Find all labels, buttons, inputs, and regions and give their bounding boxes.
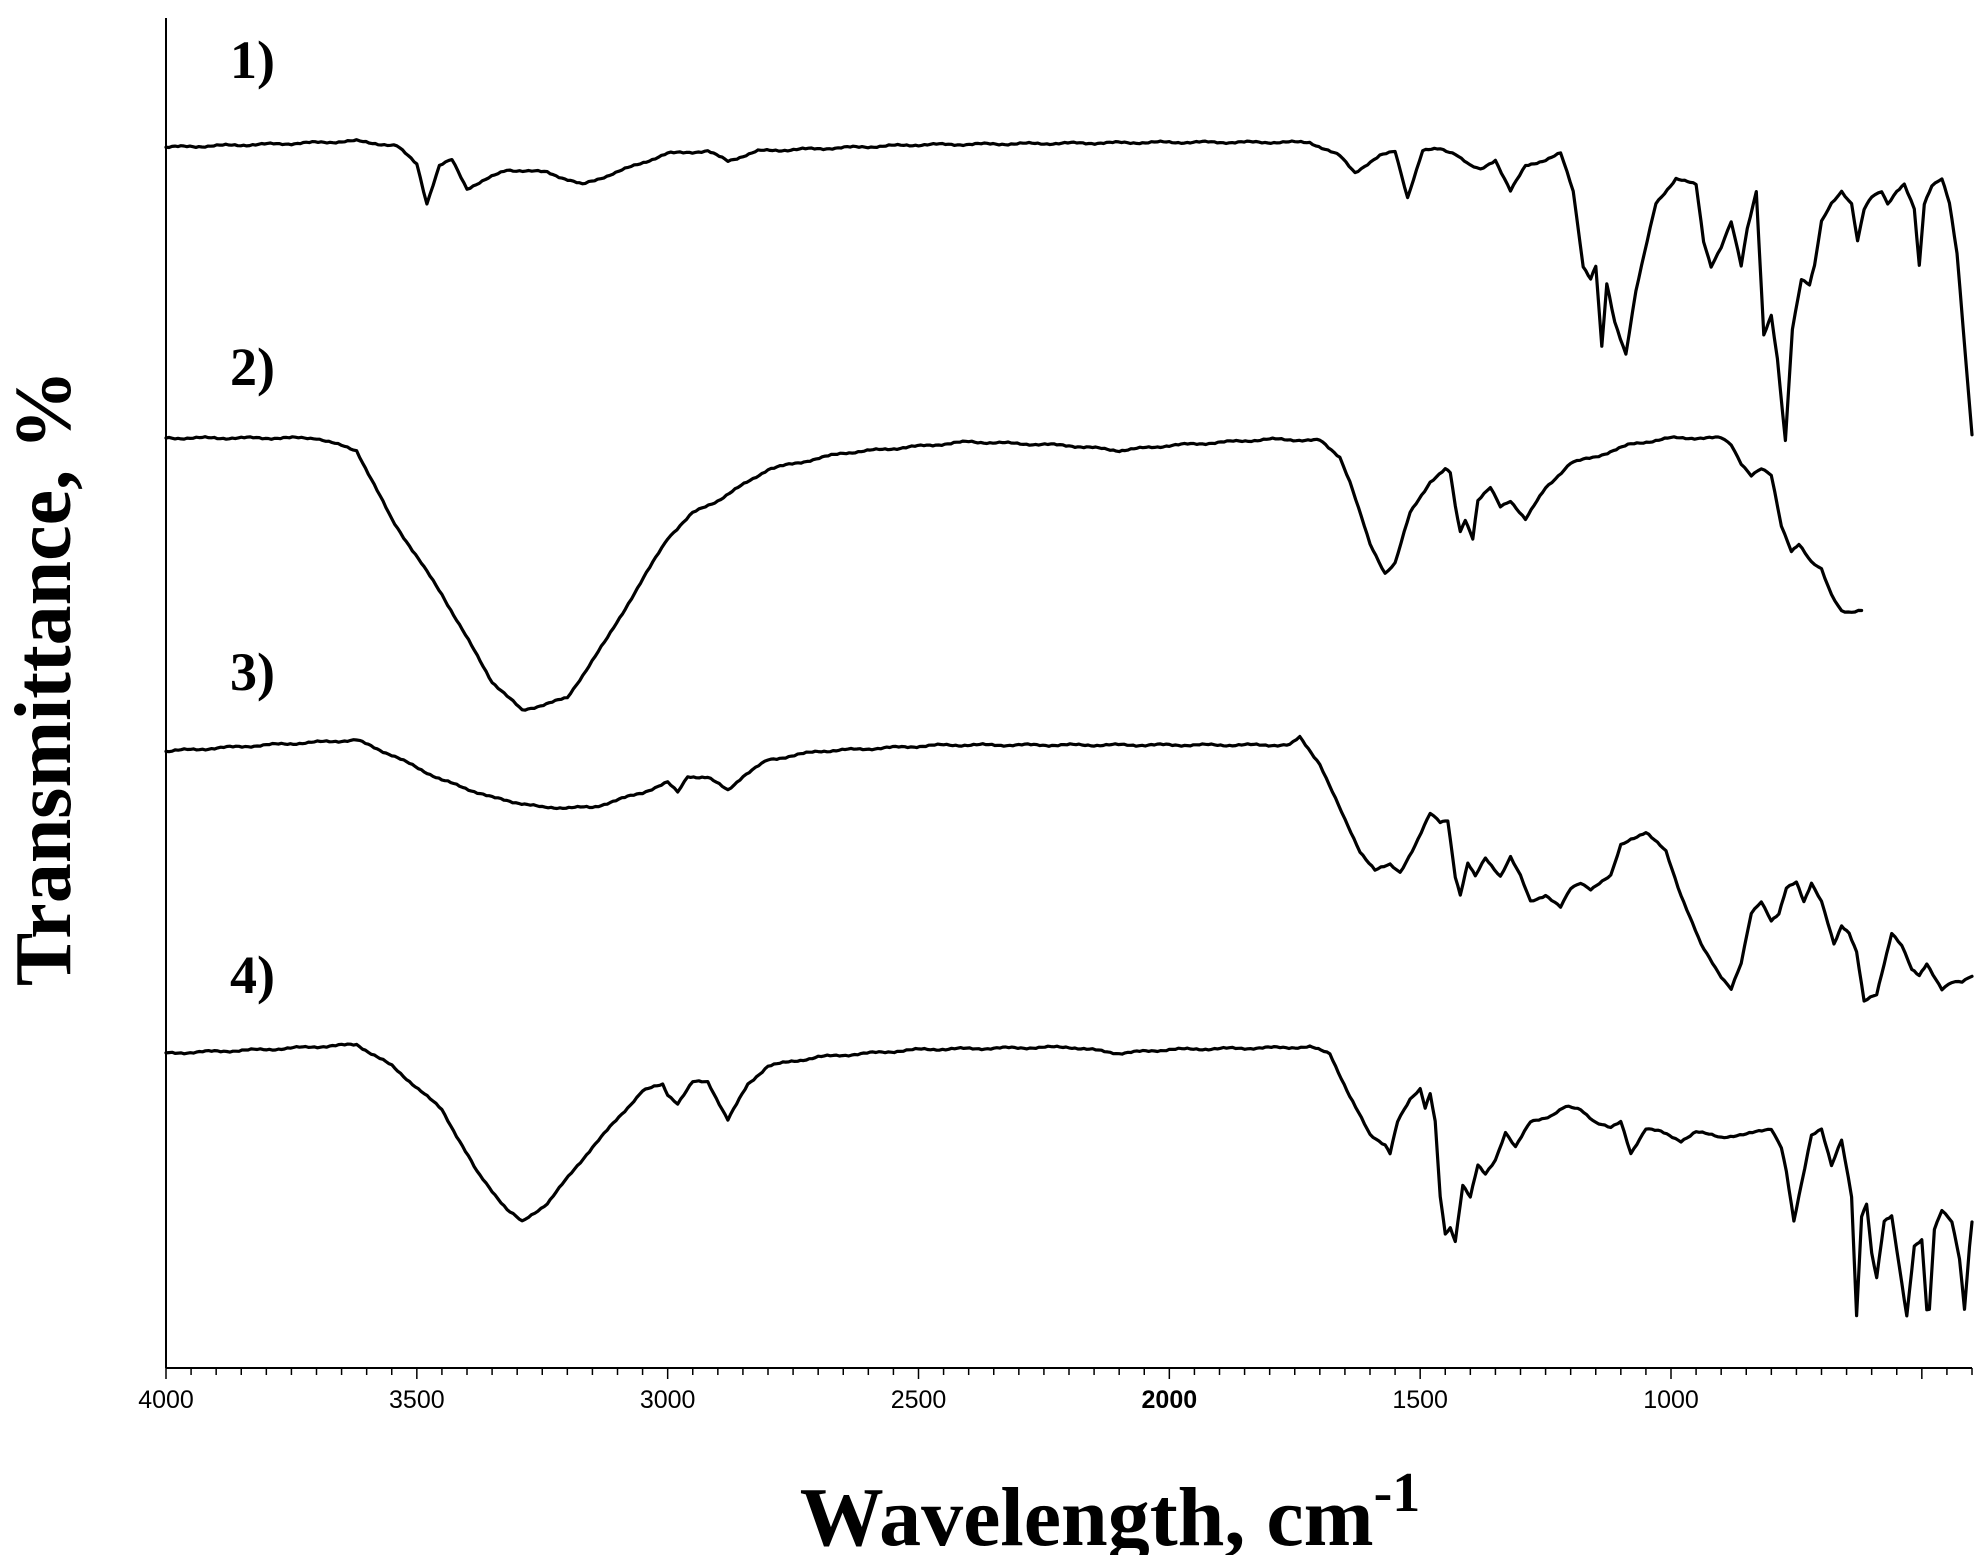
series-label-1: 1): [230, 30, 275, 90]
spectrum-series-2: [164, 435, 1864, 712]
spectrum-series-3: [164, 734, 1974, 1003]
x-axis: 4000 3500 3000 2500 2000 1500 1000: [138, 18, 1973, 1414]
x-axis-title: Wavelength, cm-1: [800, 1462, 1421, 1555]
x-tick-label: 2500: [891, 1386, 947, 1414]
x-tick-label: 1500: [1392, 1386, 1448, 1414]
series-label-3: 3): [230, 642, 275, 702]
spectrum-series-4: [164, 1042, 1974, 1318]
x-tick-label: 2000: [1142, 1386, 1198, 1414]
series-label-4: 4): [230, 945, 275, 1005]
curve-labels-layer: 1) 2) 3) 4): [230, 30, 275, 1005]
spectra-series-layer: [164, 138, 1974, 1318]
x-tick-label: 3000: [640, 1386, 696, 1414]
x-tick-label: 3500: [389, 1386, 445, 1414]
x-tick-label: 4000: [138, 1386, 194, 1414]
x-axis-title-text: Wavelength, cm: [800, 1471, 1374, 1555]
x-tick-label: 1000: [1643, 1386, 1699, 1414]
x-axis-title-superscript: -1: [1374, 1462, 1421, 1524]
spectrum-series-1: [164, 138, 1974, 443]
series-label-2: 2): [230, 337, 275, 397]
y-axis-title: Transmittance, %: [0, 370, 88, 986]
